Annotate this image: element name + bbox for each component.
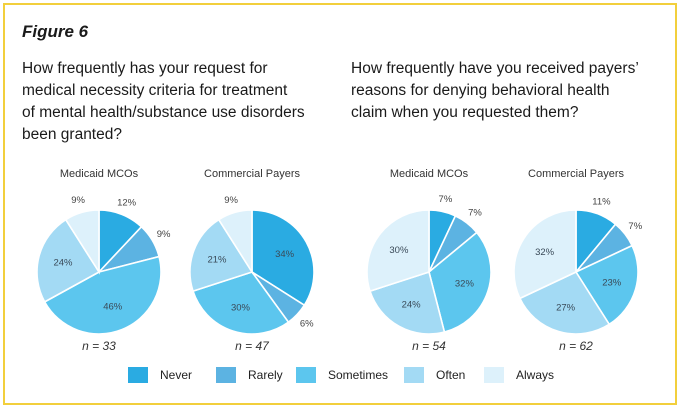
pie-title: Medicaid MCOs [390,168,469,180]
pie-slice-always [64,209,100,275]
question-left-line: How frequently has your request for [22,60,268,77]
pie-slice-sometimes [43,255,162,335]
pie-slice-always [513,209,577,300]
legend-swatch [216,367,236,383]
pie-sample-size: n = 33 [82,339,116,353]
pie-data-label: 7% [439,194,453,205]
pie-slice-always [217,209,253,275]
legend-swatch [296,367,316,383]
pie-title: Commercial Payers [528,168,624,180]
pie-data-label: 24% [53,258,73,269]
pie-data-label: 21% [207,254,227,265]
pie-slice-often [518,270,611,335]
question-right: How frequently have you received payers’… [351,58,639,124]
pie-slice-often [369,270,446,335]
pie-data-label: 30% [389,245,409,256]
pie-slice-sometimes [428,231,492,334]
legend-swatch [484,367,504,383]
pie-data-label: 7% [468,208,482,219]
legend-label: Often [436,368,466,382]
pie-data-label: 32% [455,279,475,290]
pie-slice-always [366,209,430,293]
pie-title: Medicaid MCOs [60,168,139,180]
question-left-line: of mental health/substance use disorders [22,104,305,121]
pie-data-label: 9% [157,229,171,240]
question-left-line: medical necessity criteria for treatment [22,82,288,99]
pie-data-label: 30% [231,302,251,313]
pie-data-label: 12% [117,197,137,208]
legend-item-rarely: Rarely [216,366,283,384]
pie-slice-often [189,218,254,293]
legend-item-often: Often [404,366,465,384]
legend-swatch [128,367,148,383]
pie-slice-sometimes [192,271,290,335]
legend-item-sometimes: Sometimes [296,366,388,384]
figure-label: Figure 6 [22,22,89,41]
question-right-line: How frequently have you received payers’ [351,60,639,77]
legend-label: Never [160,368,193,382]
pie-title: Commercial Payers [204,168,300,180]
legend-item-always: Always [484,366,554,384]
question-right-line: claim when you requested them? [351,104,579,121]
pie-data-label: 6% [300,318,314,329]
legend-label: Rarely [248,368,283,382]
legend-label: Sometimes [328,368,389,382]
question-left-line: been granted? [22,126,122,143]
pie-data-label: 34% [275,249,295,260]
legend-label: Always [516,368,555,382]
pie-data-label: 32% [535,247,555,258]
pie-data-label: 24% [402,300,422,311]
pie-data-label: 9% [71,195,85,206]
pie-data-label: 27% [556,303,576,314]
question-right-line: reasons for denying behavioral health [351,82,610,99]
legend-swatch [404,367,424,383]
pie-slice-sometimes [574,244,639,326]
pie-data-label: 23% [602,277,622,288]
figure-frame [3,3,677,405]
pie-data-label: 11% [592,196,611,207]
legend-item-never: Never [128,366,192,384]
pie-sample-size: n = 47 [235,339,270,353]
pie-data-label: 9% [224,195,238,206]
question-left: How frequently has your request for medi… [22,58,305,146]
pie-sample-size: n = 62 [559,339,593,353]
pie-data-label: 7% [628,221,642,232]
pie-slice-often [36,218,101,303]
pie-data-label: 46% [103,302,123,313]
pie-sample-size: n = 54 [412,339,446,353]
